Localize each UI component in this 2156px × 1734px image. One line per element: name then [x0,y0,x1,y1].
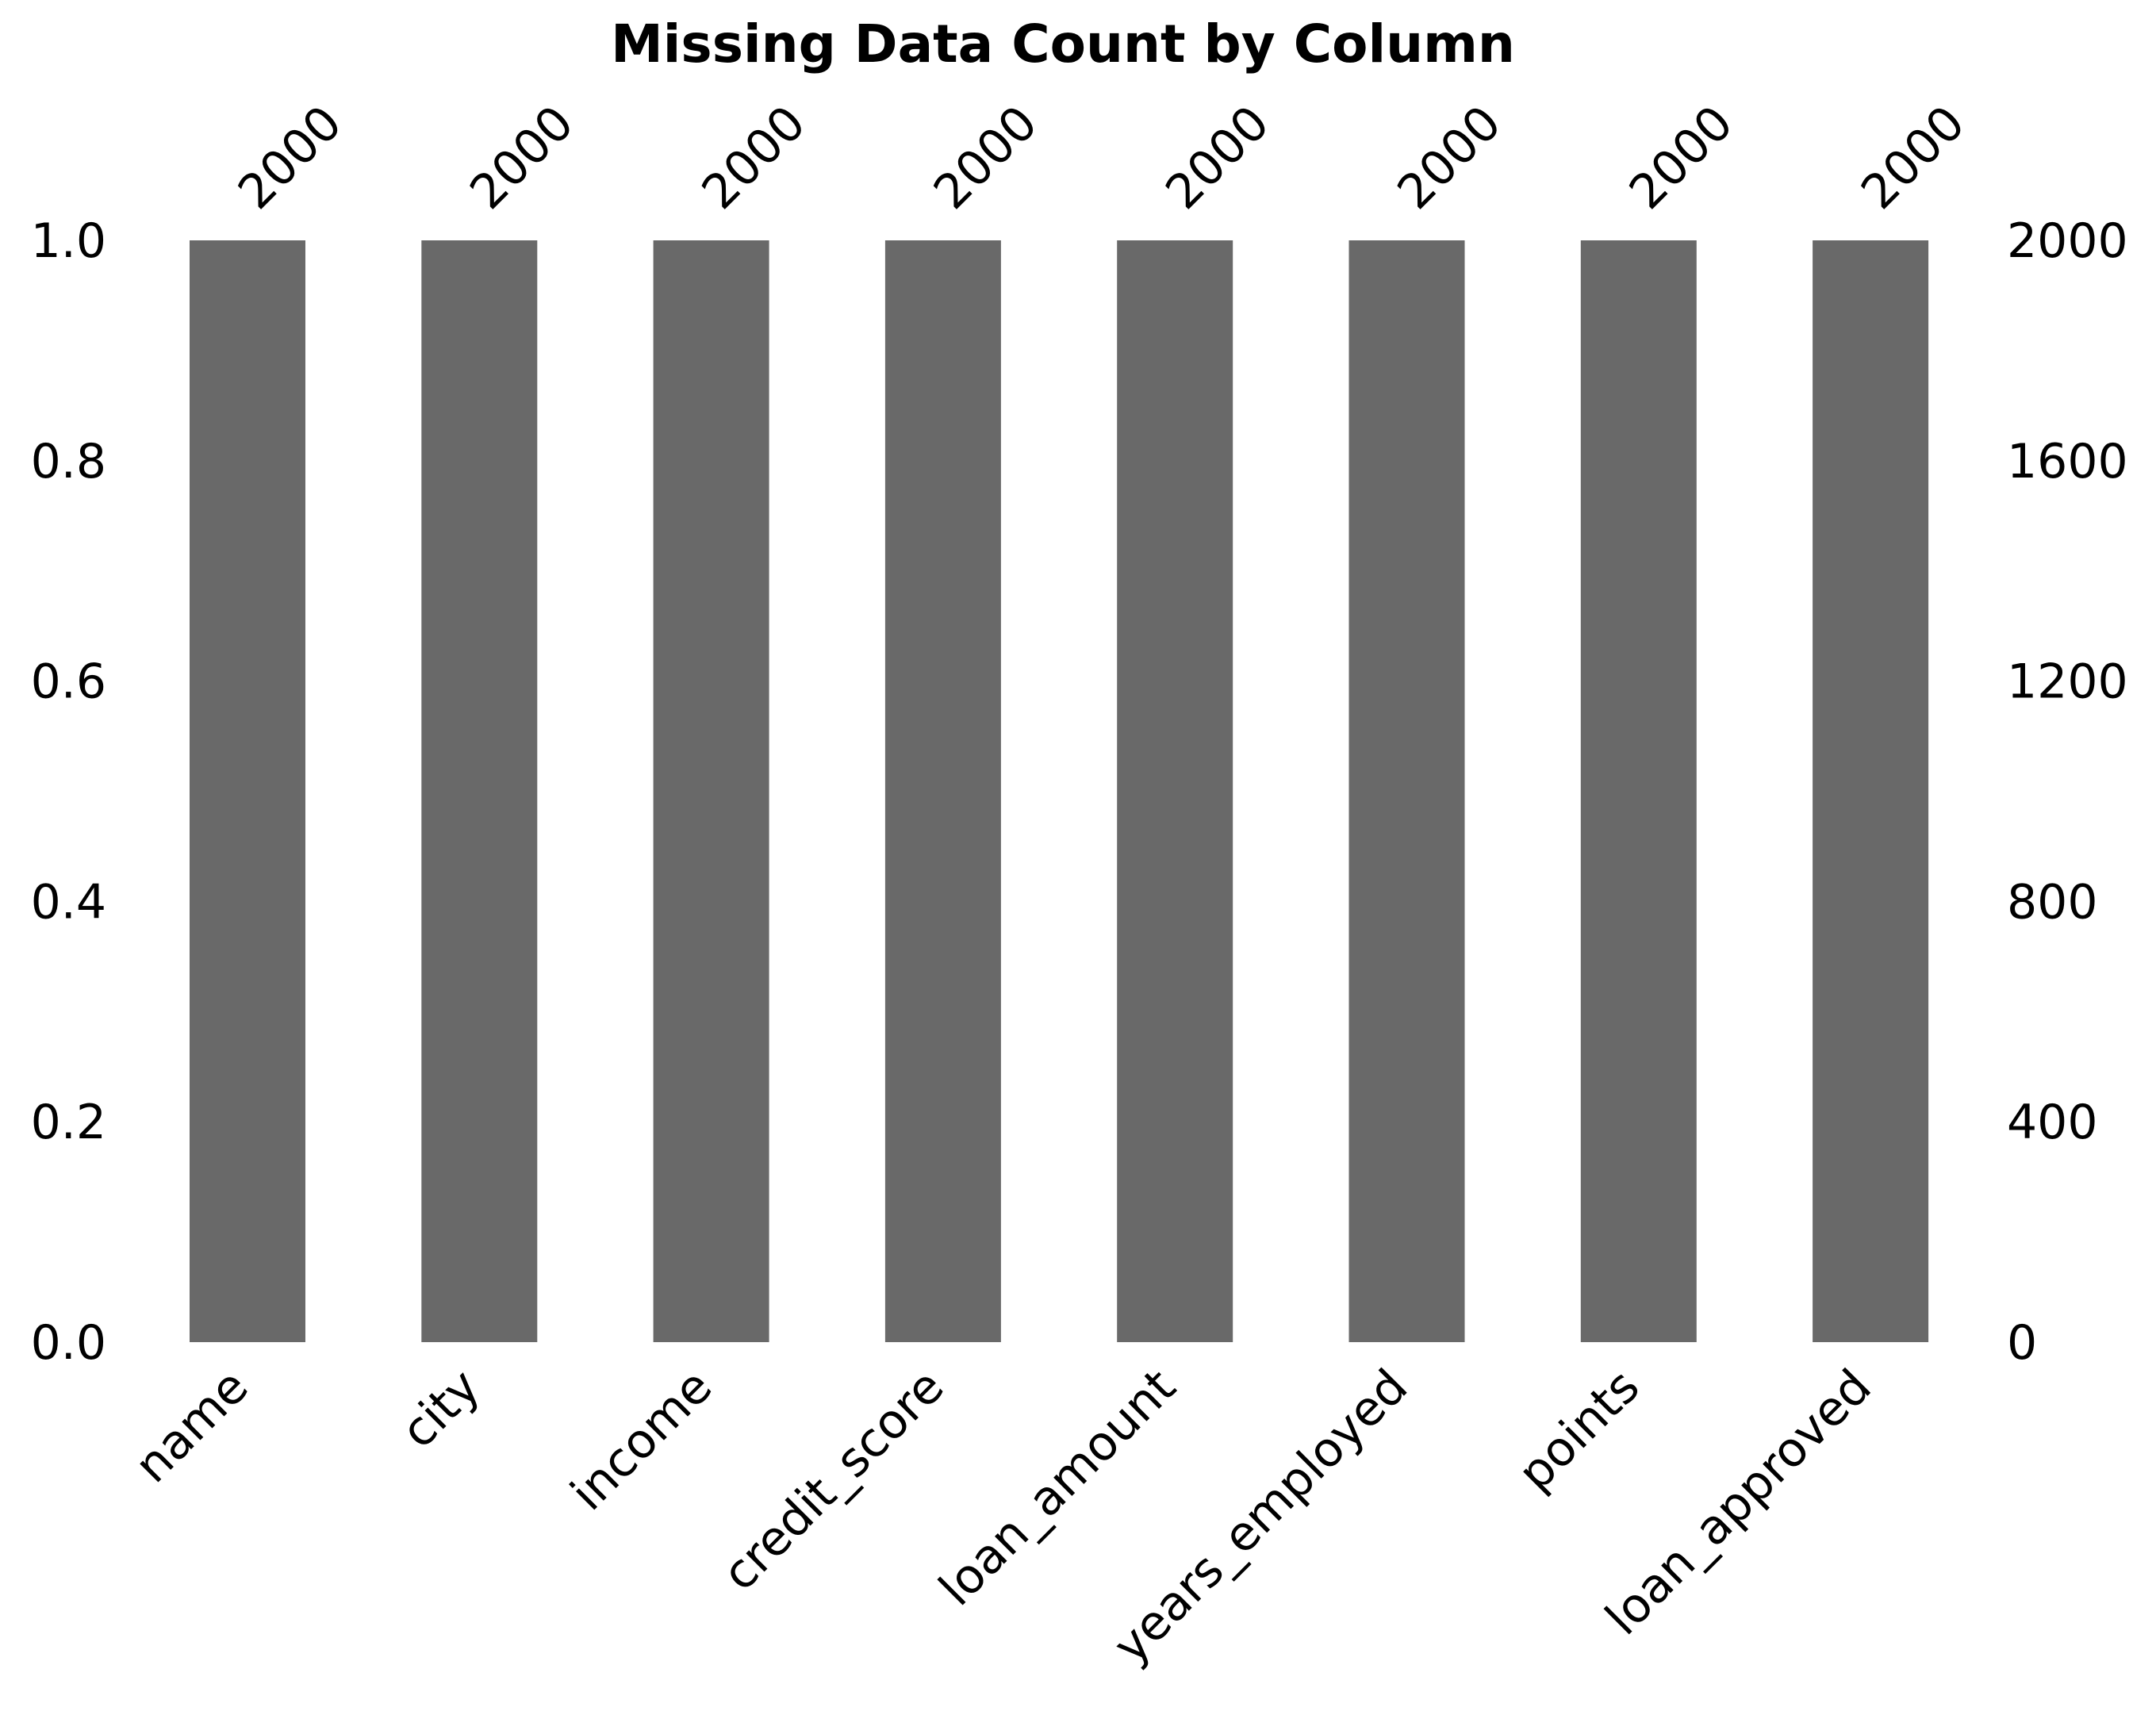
left-tick-label: 1.0 [31,213,106,269]
category-label-loan-amount: loan_amount [929,1359,1187,1617]
count-label-years-employed: 2000 [1387,95,1512,220]
bar-points [1580,240,1697,1342]
count-label-points: 2000 [1619,95,1744,220]
category-label-income: income [560,1359,723,1521]
category-label-points: points [1508,1359,1651,1502]
bar-loan-amount [1117,240,1233,1342]
category-label-credit-score: credit_score [712,1359,954,1602]
category-label-name: name [125,1359,259,1494]
left-tick-label: 0.0 [31,1315,106,1371]
category-label-city: city [391,1359,491,1459]
right-tick-label: 1600 [2007,434,2128,489]
bar-credit-score [884,240,1001,1342]
right-tick-label: 2000 [2007,213,2128,269]
left-tick-label: 0.4 [31,874,106,930]
right-axis-ticks: 0 400 800 1200 1600 2000 [2007,213,2128,1371]
bar-city [421,240,538,1342]
right-tick-label: 400 [2007,1095,2098,1150]
count-label-city: 2000 [459,95,584,220]
category-labels: name city incomecredit_scoreloan_amountyea… [125,1359,1882,1675]
right-tick-label: 800 [2007,874,2098,930]
bar-name [190,240,305,1342]
count-label-credit-score: 2000 [923,95,1048,220]
count-label-name: 2000 [228,95,352,220]
left-axis-ticks: 0.0 0.2 0.4 0.6 0.8 1.0 [31,213,106,1371]
chart-title: Missing Data Count by Column [611,13,1515,75]
left-tick-label: 0.2 [31,1095,106,1150]
left-tick-label: 0.8 [31,434,106,489]
bar-income [653,240,769,1342]
right-tick-label: 1200 [2007,654,2128,710]
count-labels: 2000 2000 2000 2000 2000 2000 2000 2000 [228,95,1976,220]
count-label-loan-approved: 2000 [1851,95,1975,220]
count-label-loan-amount: 2000 [1155,95,1279,220]
bar-years-employed [1348,240,1465,1342]
bars-group [190,240,1929,1342]
left-tick-label: 0.6 [31,654,106,710]
bar-loan-approved [1813,240,1929,1342]
right-tick-label: 0 [2007,1315,2037,1371]
count-label-income: 2000 [692,95,816,220]
